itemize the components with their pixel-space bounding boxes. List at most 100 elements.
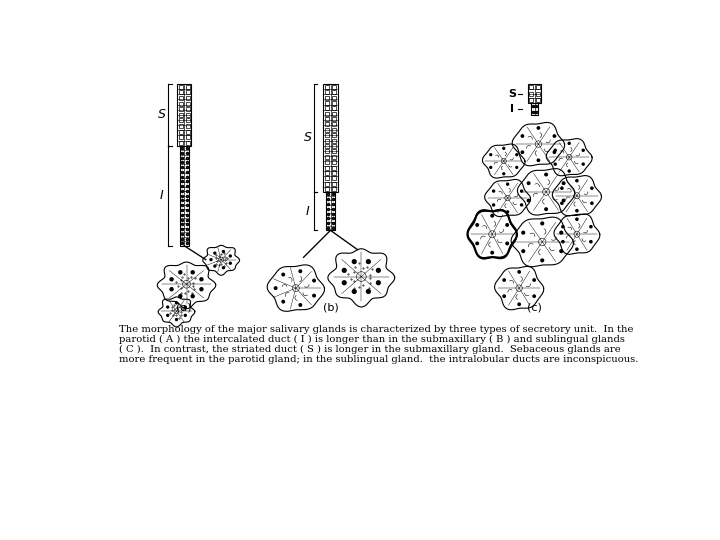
Circle shape xyxy=(554,163,557,165)
Polygon shape xyxy=(157,262,216,309)
Text: more frequent in the parotid gland; in the sublingual gland.  the intralobular d: more frequent in the parotid gland; in t… xyxy=(119,355,638,364)
Circle shape xyxy=(507,211,508,213)
Circle shape xyxy=(521,135,523,137)
Circle shape xyxy=(366,289,370,293)
Polygon shape xyxy=(467,210,517,259)
Circle shape xyxy=(214,252,216,254)
Circle shape xyxy=(342,281,346,285)
Circle shape xyxy=(503,279,505,281)
Text: (c): (c) xyxy=(527,302,542,312)
Polygon shape xyxy=(328,249,395,307)
Circle shape xyxy=(527,199,530,202)
Polygon shape xyxy=(512,123,564,166)
Text: ( C ).  In contrast, the striated duct ( S ) is longer in the submaxillary gland: ( C ). In contrast, the striated duct ( … xyxy=(119,345,621,354)
Circle shape xyxy=(490,154,492,156)
Circle shape xyxy=(561,187,563,190)
Circle shape xyxy=(492,204,495,206)
Circle shape xyxy=(176,302,177,304)
Circle shape xyxy=(516,166,518,168)
Polygon shape xyxy=(158,297,195,327)
Circle shape xyxy=(582,163,584,165)
Circle shape xyxy=(230,255,231,257)
Circle shape xyxy=(590,226,592,228)
Circle shape xyxy=(230,262,231,264)
Circle shape xyxy=(299,303,302,306)
Circle shape xyxy=(170,278,173,281)
Circle shape xyxy=(533,295,536,298)
Circle shape xyxy=(167,306,168,308)
Circle shape xyxy=(352,260,356,264)
Circle shape xyxy=(282,300,284,303)
Bar xyxy=(528,84,541,103)
Circle shape xyxy=(184,306,186,308)
Circle shape xyxy=(537,127,539,129)
Circle shape xyxy=(521,190,523,192)
Text: S: S xyxy=(303,131,311,145)
Circle shape xyxy=(503,295,505,298)
Circle shape xyxy=(522,250,525,253)
Bar xyxy=(179,146,189,246)
Circle shape xyxy=(167,314,168,316)
Circle shape xyxy=(352,289,356,293)
Circle shape xyxy=(554,149,557,151)
Circle shape xyxy=(491,252,493,254)
Bar xyxy=(323,84,338,192)
Circle shape xyxy=(506,224,508,226)
Circle shape xyxy=(342,268,346,272)
Circle shape xyxy=(377,281,380,285)
Circle shape xyxy=(507,183,508,185)
Circle shape xyxy=(200,278,203,281)
Circle shape xyxy=(282,273,284,276)
Circle shape xyxy=(562,199,565,202)
Circle shape xyxy=(518,303,521,306)
Circle shape xyxy=(590,241,592,243)
Circle shape xyxy=(506,242,508,245)
Polygon shape xyxy=(495,266,544,310)
Polygon shape xyxy=(518,168,575,215)
Circle shape xyxy=(476,224,479,226)
Circle shape xyxy=(179,295,182,298)
Text: parotid ( A ) the intercalated duct ( I ) is longer than in the submaxillary ( B: parotid ( A ) the intercalated duct ( I … xyxy=(119,335,625,344)
Circle shape xyxy=(222,267,225,269)
Circle shape xyxy=(562,241,564,243)
Text: S: S xyxy=(158,109,166,122)
Circle shape xyxy=(476,242,479,245)
Text: I: I xyxy=(305,205,310,218)
Circle shape xyxy=(377,268,380,272)
Text: S: S xyxy=(508,89,516,99)
Circle shape xyxy=(312,279,315,282)
Circle shape xyxy=(184,314,186,316)
Circle shape xyxy=(541,222,544,225)
Circle shape xyxy=(576,248,578,251)
Polygon shape xyxy=(267,265,325,312)
Circle shape xyxy=(176,319,177,320)
Circle shape xyxy=(492,190,495,192)
Bar xyxy=(531,103,539,115)
Text: I: I xyxy=(510,104,514,114)
Polygon shape xyxy=(546,139,592,176)
Bar xyxy=(326,192,335,231)
Circle shape xyxy=(299,270,302,273)
Circle shape xyxy=(518,271,521,273)
Text: (b): (b) xyxy=(323,302,338,312)
Polygon shape xyxy=(482,144,525,178)
Text: The morphology of the major salivary glands is characterized by three types of s: The morphology of the major salivary gla… xyxy=(119,325,634,334)
Polygon shape xyxy=(203,245,240,275)
Circle shape xyxy=(516,154,518,156)
Polygon shape xyxy=(485,179,531,217)
Circle shape xyxy=(562,182,565,185)
Polygon shape xyxy=(511,217,573,267)
Circle shape xyxy=(312,294,315,297)
Circle shape xyxy=(222,251,225,253)
Circle shape xyxy=(491,214,493,217)
Circle shape xyxy=(214,265,216,267)
Bar xyxy=(177,84,191,146)
Circle shape xyxy=(576,180,578,182)
Circle shape xyxy=(522,231,525,234)
Text: I: I xyxy=(160,189,163,202)
Circle shape xyxy=(582,149,584,151)
Circle shape xyxy=(503,147,505,149)
Circle shape xyxy=(366,260,370,264)
Text: (a): (a) xyxy=(176,302,192,312)
Circle shape xyxy=(200,288,203,291)
